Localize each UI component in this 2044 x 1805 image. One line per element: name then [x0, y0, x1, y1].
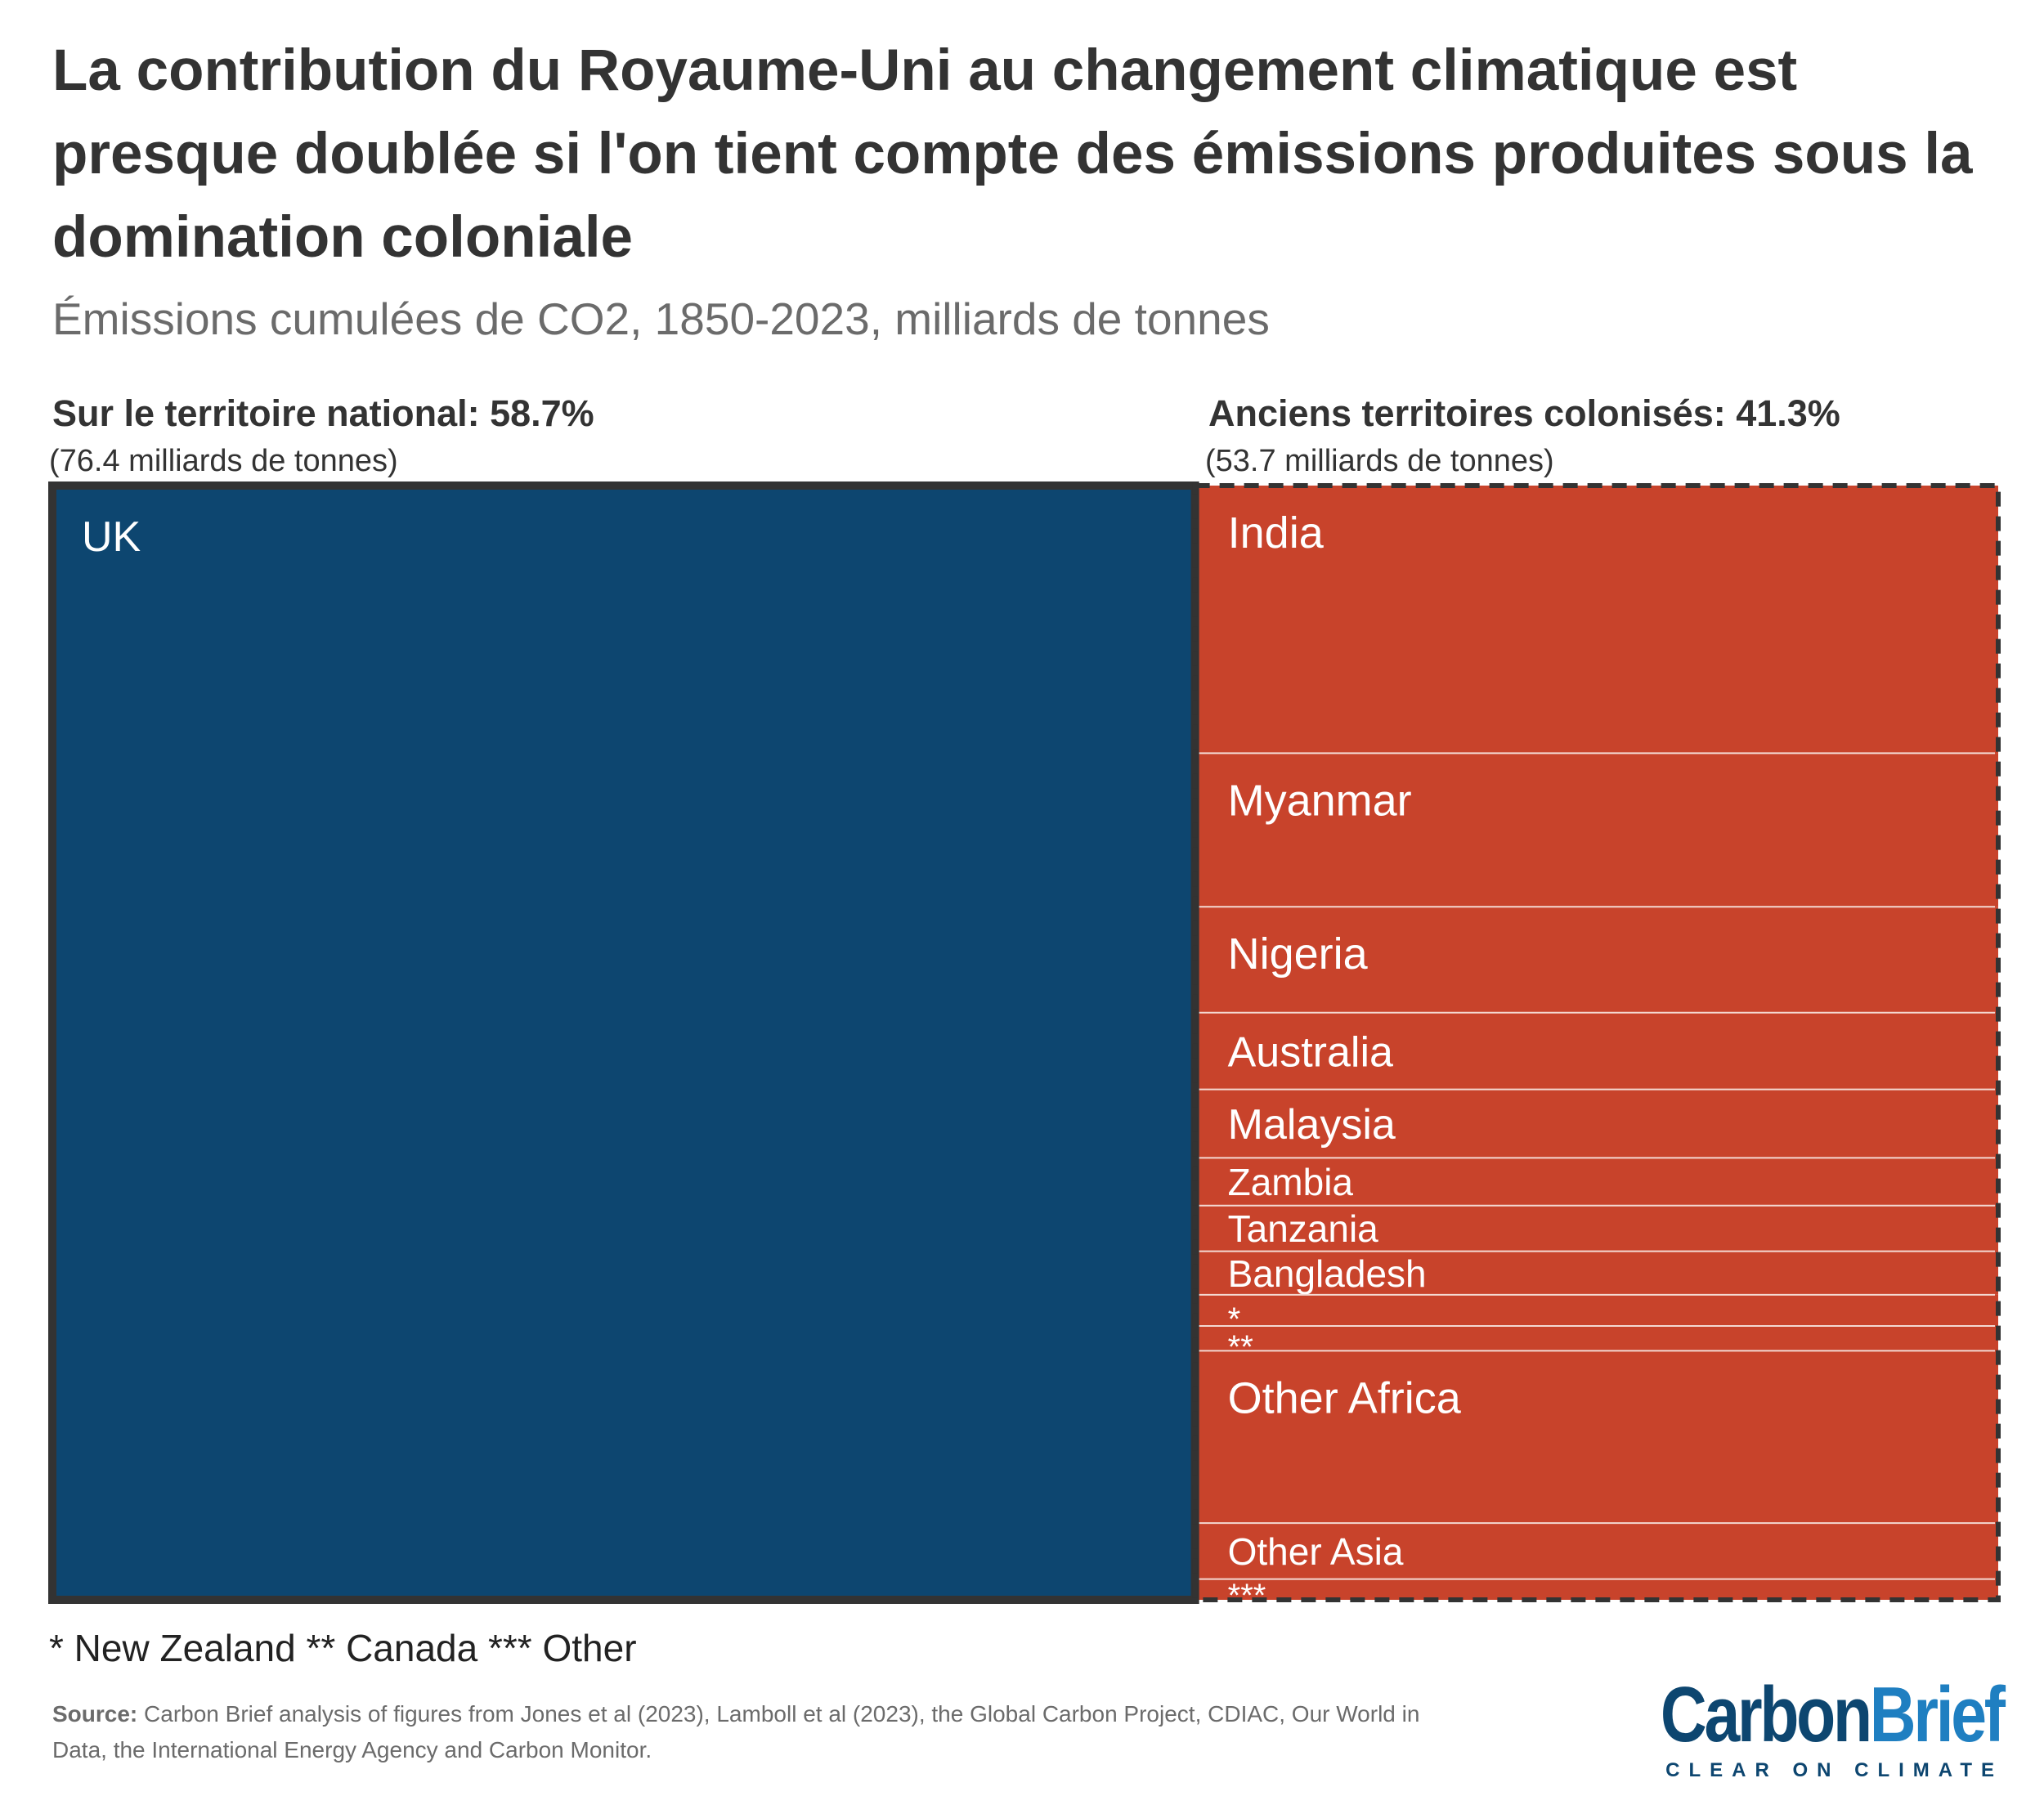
label-tanzania: Tanzania: [1228, 1207, 1379, 1250]
bar-india: [1195, 486, 1998, 754]
source-note: Source: Carbon Brief analysis of figures…: [52, 1696, 1442, 1768]
logo-tagline: CLEAR ON CLIMATE: [1665, 1759, 2003, 1781]
logo-carbon: Carbon: [1661, 1671, 1872, 1758]
carbon-brief-logo: CarbonBrief CLEAR ON CLIMATE: [1585, 1671, 2006, 1782]
label-malaysia: Malaysia: [1228, 1101, 1396, 1149]
bar-starstarstar: [1195, 1579, 1998, 1600]
bar-bangladesh: [1195, 1251, 1998, 1295]
source-text: Carbon Brief analysis of figures from Jo…: [52, 1701, 1420, 1762]
chart-subtitle: Émissions cumulées de CO2, 1850-2023, mi…: [52, 293, 1270, 344]
bar-other-africa: [1195, 1350, 1998, 1524]
bar-tanzania: [1195, 1205, 1998, 1252]
national-group-total: (76.4 milliards de tonnes): [49, 444, 398, 478]
label-starstarstar: ***: [1228, 1578, 1266, 1614]
bar-australia: [1195, 1012, 1998, 1090]
label-nigeria: Nigeria: [1228, 929, 1369, 979]
bar-malaysia: [1195, 1089, 1998, 1158]
colonial-group-heading: Anciens territoires colonisés: 41.3%: [1208, 392, 1840, 434]
bar-myanmar: [1195, 753, 1998, 907]
label-australia: Australia: [1228, 1028, 1393, 1076]
chart-title: La contribution du Royaume-Uni au change…: [52, 38, 1973, 270]
national-border: [48, 481, 1199, 1604]
colonial-group-total: (53.7 milliards de tonnes): [1205, 444, 1554, 478]
label-bangladesh: Bangladesh: [1228, 1252, 1427, 1295]
national-group-heading: Sur le territoire national: 58.7%: [52, 392, 594, 434]
label-india: India: [1228, 508, 1325, 558]
logo-wordmark: CarbonBrief: [1661, 1671, 2006, 1758]
label-other-africa: Other Africa: [1228, 1373, 1462, 1422]
label-myanmar: Myanmar: [1228, 776, 1412, 825]
bar-starstar: [1195, 1325, 1998, 1351]
colonial-dashed-border: [1192, 483, 2001, 1602]
treemap-chart: UK India Myanmar Nigeria Australia Malaysia Za…: [48, 481, 2001, 1614]
source-label: Source:: [52, 1701, 138, 1727]
bar-star: [1195, 1294, 1998, 1326]
logo-brief: Brief: [1870, 1671, 2006, 1758]
bar-uk: [52, 486, 1195, 1600]
footnote-legend: * New Zealand ** Canada *** Other: [49, 1627, 637, 1669]
label-zambia: Zambia: [1228, 1161, 1354, 1203]
bar-other-asia: [1195, 1523, 1998, 1579]
bar-zambia: [1195, 1158, 1998, 1206]
bar-nigeria: [1195, 907, 1998, 1013]
label-uk: UK: [82, 513, 141, 561]
label-other-asia: Other Asia: [1228, 1530, 1404, 1573]
